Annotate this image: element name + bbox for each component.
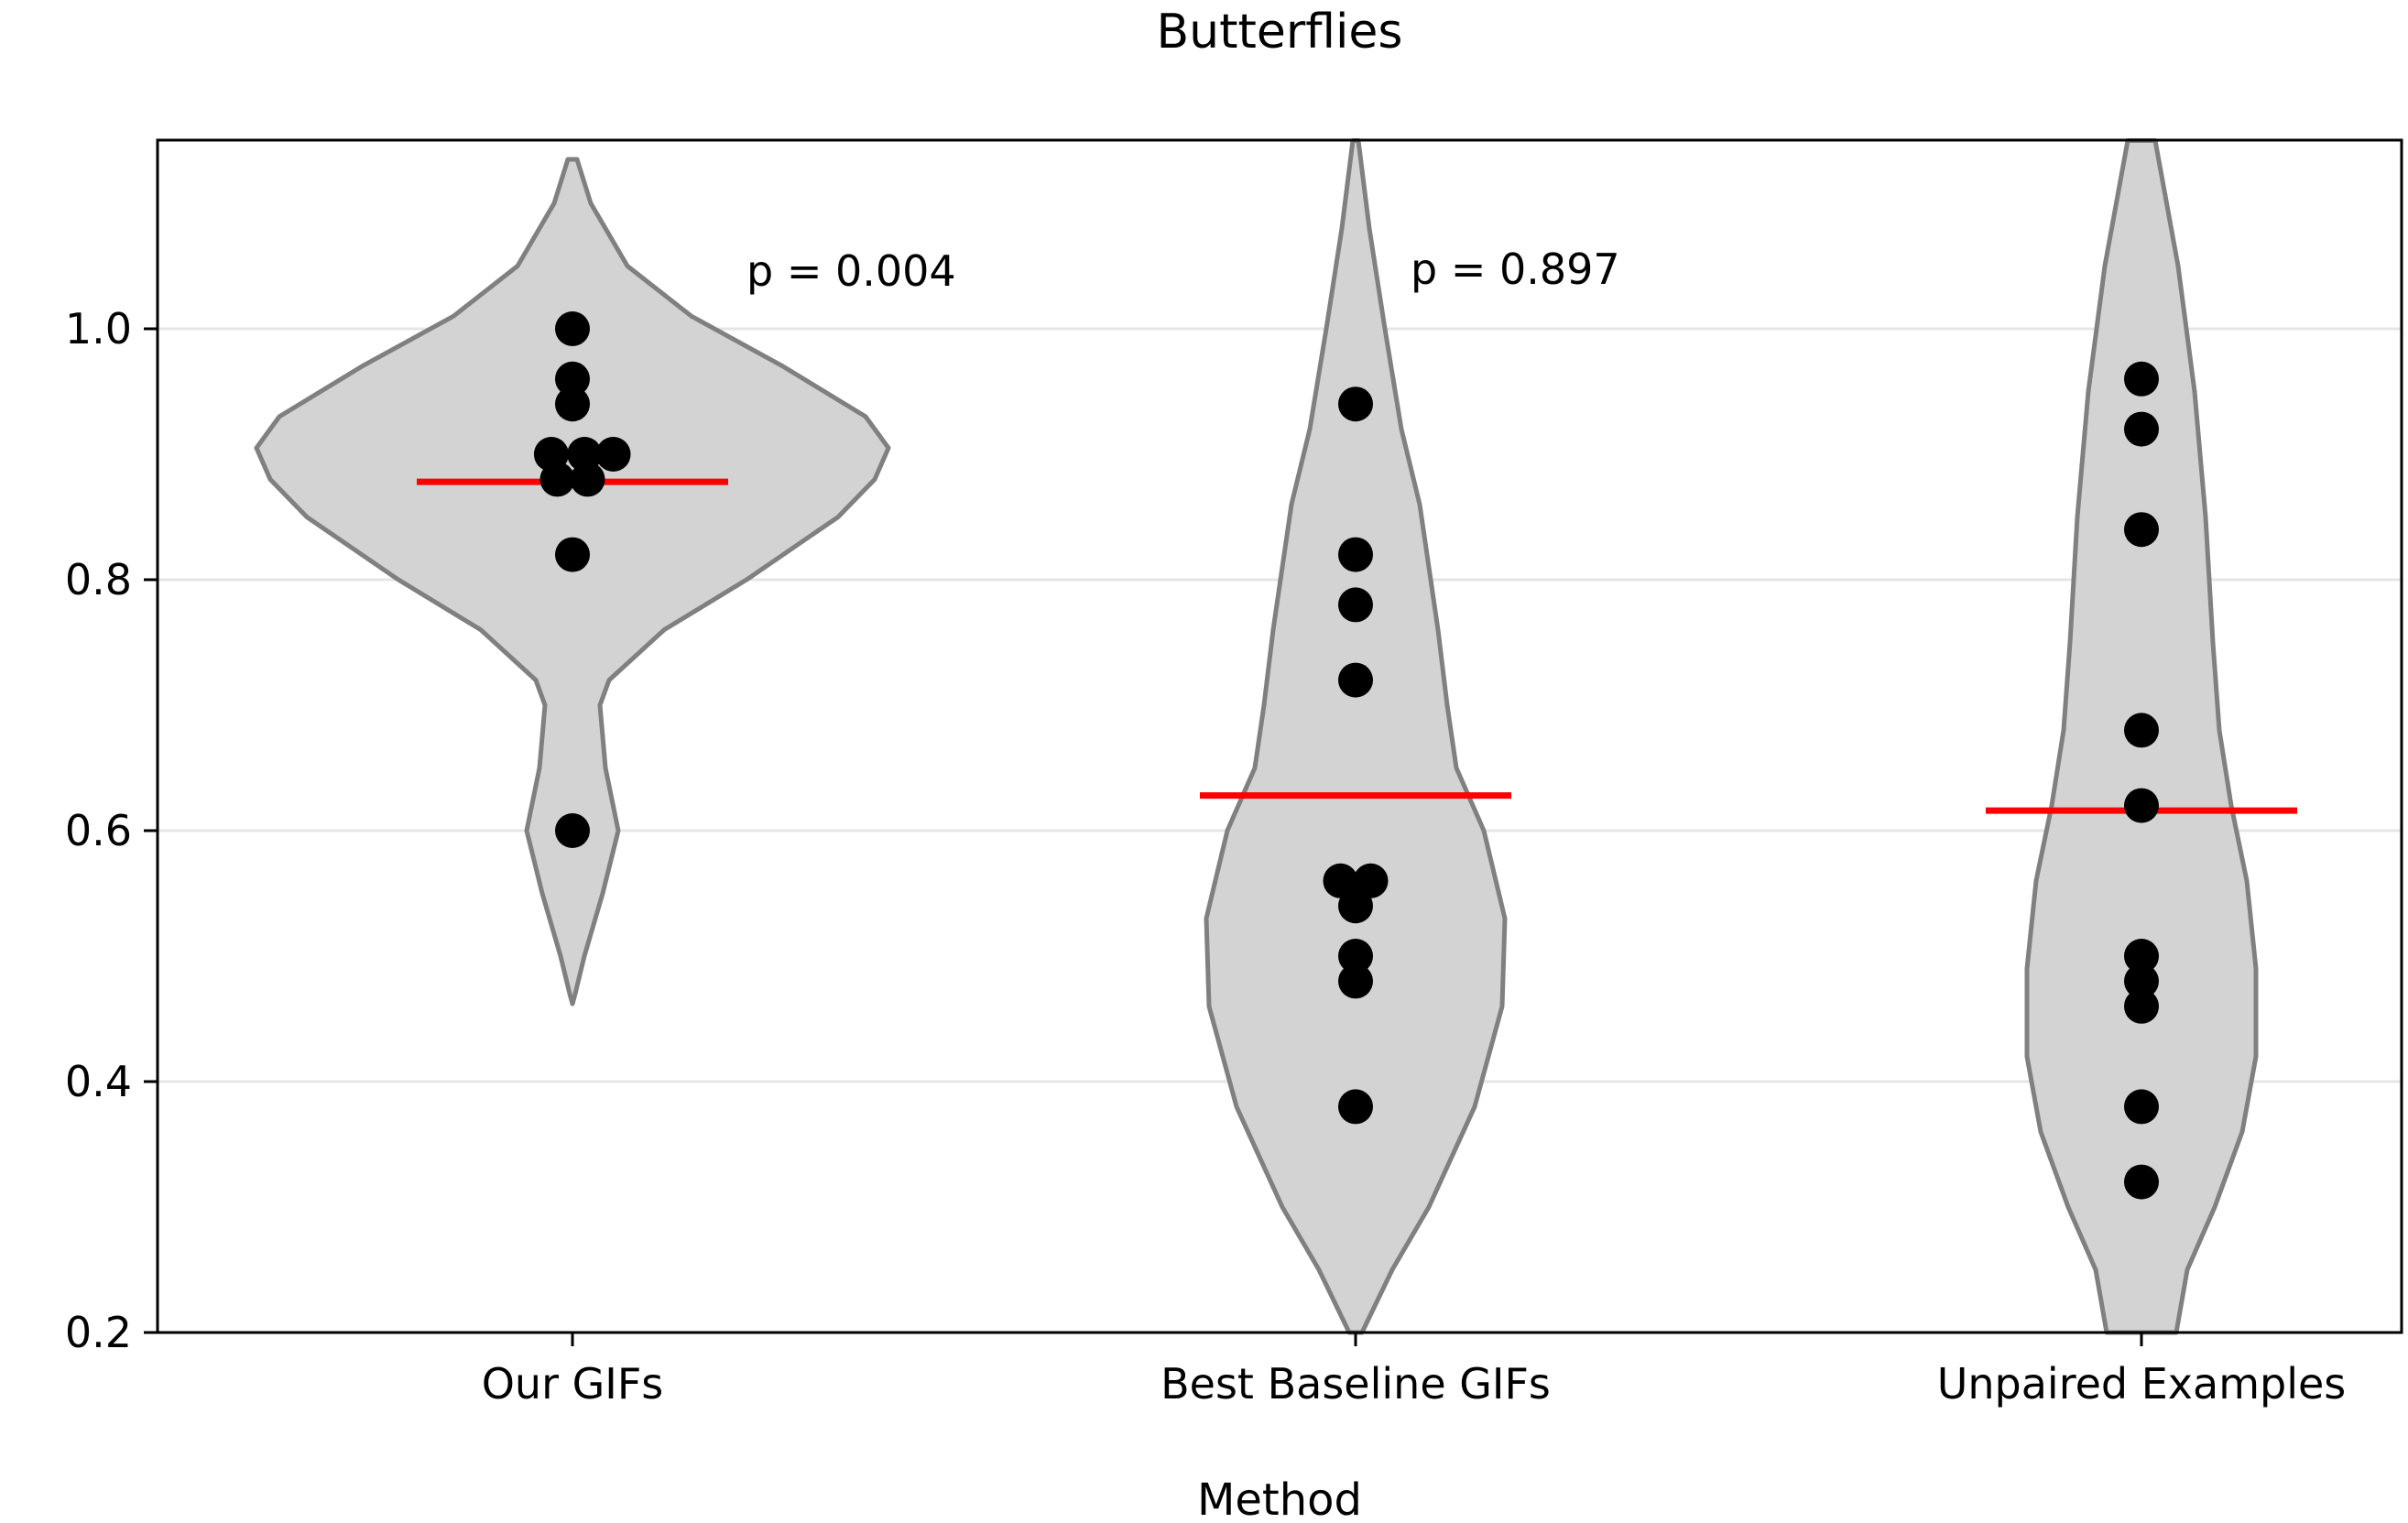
data-point [1338, 662, 1373, 698]
data-point [2124, 512, 2159, 548]
data-point [1338, 1089, 1373, 1125]
data-point [555, 813, 590, 848]
x-tick-label: Unpaired Examples [1937, 1359, 2347, 1409]
plot-frame [156, 138, 2403, 1334]
y-tick-label: 1.0 [65, 304, 132, 354]
data-point [2124, 988, 2159, 1024]
violins [254, 138, 2259, 1335]
data-point [555, 361, 590, 397]
data-point [1323, 863, 1358, 898]
y-tick-label: 0.8 [65, 555, 132, 604]
data-point [1338, 537, 1373, 572]
data-point [2124, 788, 2159, 823]
data-point [595, 437, 631, 472]
y-tick-label: 0.4 [65, 1057, 132, 1106]
data-point [555, 386, 590, 422]
chart-title: Butterflies [1156, 5, 1402, 60]
data-point [2124, 963, 2159, 999]
data-point [570, 462, 605, 497]
data-point [2124, 939, 2159, 974]
data-point [555, 311, 590, 346]
data-point [2124, 361, 2159, 397]
y-tick-label: 0.2 [65, 1308, 132, 1357]
data-point [2124, 1089, 2159, 1125]
violin-2 [1204, 138, 1508, 1335]
data-point [2124, 1164, 2159, 1200]
x-tick-label: Best Baseline GIFs [1160, 1359, 1551, 1409]
x-tick-label: Our GIFs [482, 1359, 664, 1409]
p-value-annotation: p = 0.004 [746, 246, 956, 296]
data-points [533, 311, 2159, 1200]
data-point [2124, 713, 2159, 748]
data-point [1338, 386, 1373, 422]
data-point [1338, 888, 1373, 924]
data-point [1338, 939, 1373, 974]
y-tick-label: 0.6 [65, 806, 132, 855]
data-point [539, 462, 575, 497]
violin-1 [254, 157, 891, 1006]
p-value-annotation: p = 0.897 [1411, 245, 1620, 294]
data-point [1338, 963, 1373, 999]
data-point [555, 537, 590, 572]
axes: 0.2 0.4 0.6 0.8 1.0 Our GIFs Best Baseline GIF… [65, 304, 2346, 1409]
data-point [1338, 587, 1373, 623]
data-point [1353, 863, 1389, 898]
data-point [2124, 411, 2159, 447]
annotations: p = 0.004 p = 0.897 [746, 245, 1620, 296]
x-axis-label: Method [1197, 1474, 1362, 1523]
